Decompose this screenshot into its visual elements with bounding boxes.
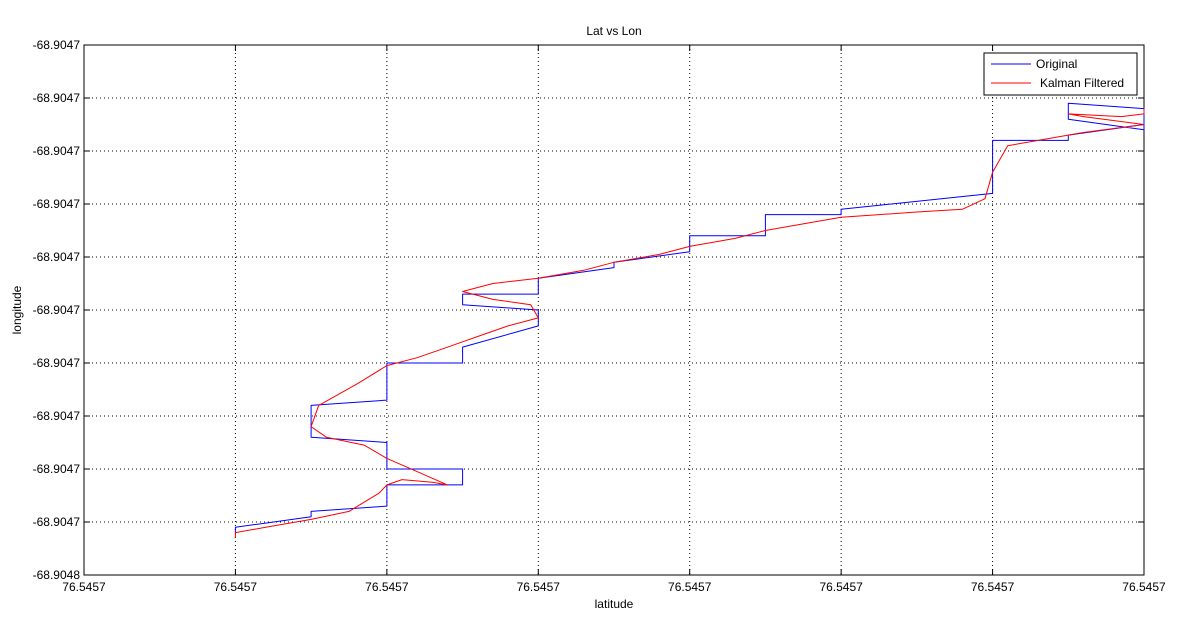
y-tick-label: -68.9047 xyxy=(33,515,81,529)
x-tick-label: 76.5457 xyxy=(62,580,106,594)
x-tick-label: 76.5457 xyxy=(971,580,1015,594)
grid-lines xyxy=(84,45,1144,575)
y-tick-label: -68.9047 xyxy=(33,197,81,211)
x-tick-label: 76.5457 xyxy=(668,580,712,594)
axis-ticks xyxy=(83,44,1145,576)
x-tick-label: 76.5457 xyxy=(365,580,409,594)
x-tick-label: 76.5457 xyxy=(517,580,561,594)
series-line-kalman-filtered xyxy=(234,108,1145,538)
x-axis-label: latitude xyxy=(595,597,634,611)
x-tick-label: 76.5457 xyxy=(819,580,863,594)
y-tick-label: -68.9047 xyxy=(33,356,81,370)
y-tick-label: -68.9047 xyxy=(33,38,81,52)
legend-label-kalman-filtered: Kalman Filtered xyxy=(1040,76,1124,90)
series-line-original xyxy=(234,102,1145,533)
series-lines xyxy=(234,102,1145,538)
legend: Original Kalman Filtered xyxy=(983,52,1138,96)
y-tick-labels: -68.9047 -68.9047 -68.9047 -68.9047 -68.9047… xyxy=(33,38,81,582)
y-tick-label: -68.9047 xyxy=(33,462,81,476)
y-axis-label: longitude xyxy=(10,285,24,334)
legend-box xyxy=(983,52,1138,96)
y-tick-label: -68.9047 xyxy=(33,144,81,158)
legend-label-original: Original xyxy=(1036,57,1077,71)
y-tick-label: -68.9048 xyxy=(33,568,81,582)
y-tick-label: -68.9047 xyxy=(33,303,81,317)
y-tick-label: -68.9047 xyxy=(33,409,81,423)
y-tick-label: -68.9047 xyxy=(33,250,81,264)
y-tick-label: -68.9047 xyxy=(33,91,81,105)
x-tick-label: 76.5457 xyxy=(214,580,258,594)
x-tick-label: 76.5457 xyxy=(1122,580,1166,594)
chart-title: Lat vs Lon xyxy=(586,24,641,38)
x-tick-labels: 76.5457 76.5457 76.5457 76.5457 76.5457 76.54… xyxy=(62,580,1166,594)
